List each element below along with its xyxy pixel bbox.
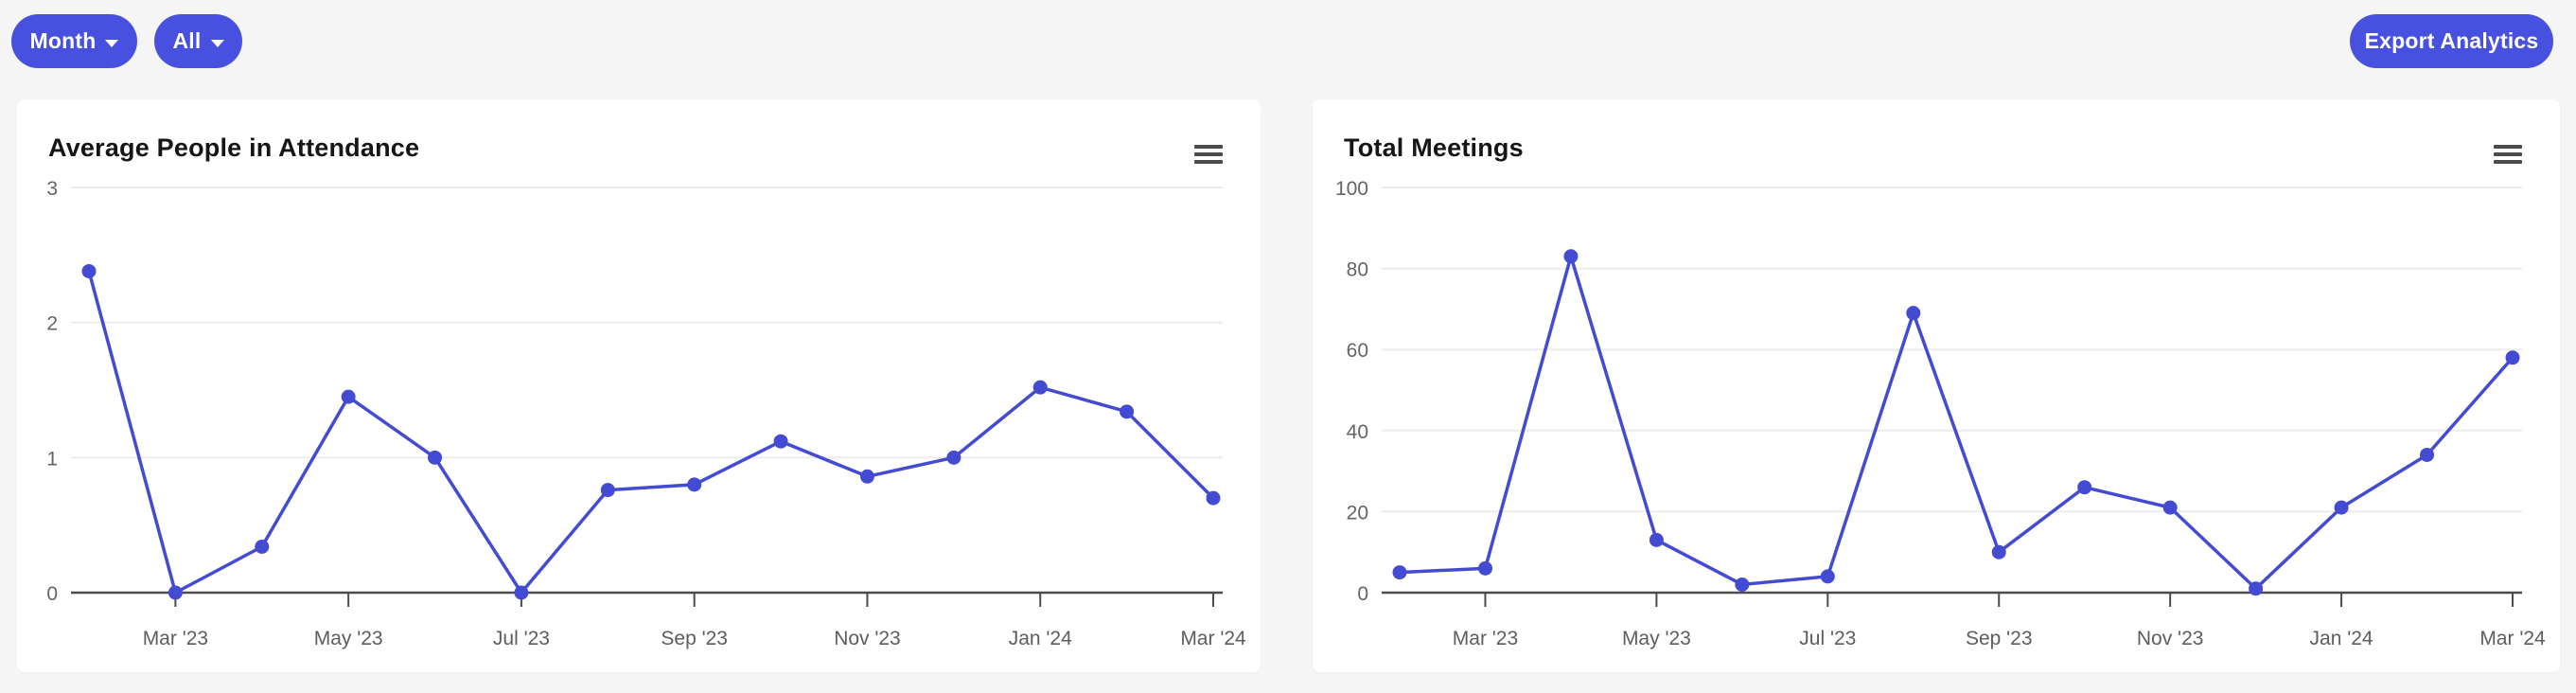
data-point[interactable] [2334,500,2349,515]
data-point[interactable] [81,263,97,278]
x-axis-tick-label: Nov '23 [834,628,901,649]
y-axis-tick-label: 60 [1347,340,1368,362]
month-filter-label: Month [29,28,97,53]
x-axis-tick-label: Mar '23 [143,628,208,649]
data-point[interactable] [859,469,874,484]
data-point[interactable] [1392,565,1407,580]
x-axis-tick-label: Jan '24 [2310,628,2373,649]
chevron-down-icon [105,40,119,47]
meetings-chart-card: Total Meetings 0 20 40 60 80 100 Mar '23 May '2… [1313,99,2560,672]
data-point[interactable] [946,450,962,465]
export-analytics-label: Export Analytics [2364,28,2539,53]
y-axis-tick-label: 100 [1335,178,1368,200]
data-point[interactable] [2420,447,2435,462]
x-axis-tick-label: Mar '23 [1453,628,1518,649]
export-analytics-button[interactable]: Export Analytics [2350,14,2553,68]
scope-filter-label: All [172,28,202,53]
data-point[interactable] [428,450,443,465]
data-point[interactable] [687,477,702,492]
data-point[interactable] [2077,480,2092,495]
attendance-line-chart: 0 1 2 3 Mar '23 May '23 Jul '23 Sep '23 Nov '23 J… [46,178,1246,649]
y-axis-tick-label: 1 [46,448,58,470]
y-axis-tick-label: 0 [46,583,58,605]
hamburger-menu-icon[interactable] [2490,141,2526,168]
x-axis-tick-label: Nov '23 [2137,628,2204,649]
x-axis-tick-label: Sep '23 [661,628,728,649]
y-axis-tick-label: 40 [1347,421,1368,443]
x-axis-tick-label: Mar '24 [2479,628,2546,649]
data-point[interactable] [1477,560,1492,576]
x-axis-tick-label: May '23 [314,628,383,649]
y-axis-tick-label: 2 [46,313,58,335]
meetings-line-chart: 0 20 40 60 80 100 Mar '23 May '23 Jul '23 Sep '23… [1335,178,2546,649]
chart-title: Total Meetings [1344,133,1524,162]
x-axis-tick-label: Sep '23 [1966,628,2033,649]
x-axis-tick-label: Mar '24 [1180,628,1246,649]
data-point[interactable] [1032,380,1048,395]
chevron-down-icon [210,40,224,47]
data-point[interactable] [1820,569,1835,584]
data-point[interactable] [1649,532,1664,547]
data-point[interactable] [1735,577,1750,592]
data-point[interactable] [2162,500,2178,515]
data-point[interactable] [2249,581,2264,596]
hamburger-menu-icon[interactable] [1191,141,1226,168]
series-line [1398,255,2514,591]
y-axis-tick-label: 3 [46,178,58,200]
data-point[interactable] [255,539,270,554]
data-point[interactable] [773,434,788,449]
attendance-chart-card: Average People in Attendance 0 1 2 3 Mar '23… [17,99,1261,672]
series-line [87,269,1215,595]
scope-filter-dropdown[interactable]: All [154,14,242,68]
y-axis-tick-label: 20 [1347,502,1368,524]
x-axis-tick-label: Jul '23 [1799,628,1856,649]
x-axis-tick-label: Jul '23 [493,628,550,649]
x-axis-tick-label: Jan '24 [1009,628,1072,649]
y-axis-tick-label: 80 [1347,259,1368,281]
data-point[interactable] [168,585,183,600]
data-point[interactable] [514,585,529,600]
chart-title: Average People in Attendance [48,133,420,162]
data-point[interactable] [1563,249,1579,264]
data-point[interactable] [2505,350,2520,365]
data-point[interactable] [1991,544,2006,560]
data-point[interactable] [1906,306,1921,321]
y-axis-tick-label: 0 [1357,583,1368,605]
data-point[interactable] [1120,404,1135,419]
x-axis-tick-label: May '23 [1622,628,1691,649]
data-point[interactable] [600,483,615,498]
data-point[interactable] [1206,490,1221,506]
month-filter-dropdown[interactable]: Month [11,14,137,68]
data-point[interactable] [341,389,356,404]
